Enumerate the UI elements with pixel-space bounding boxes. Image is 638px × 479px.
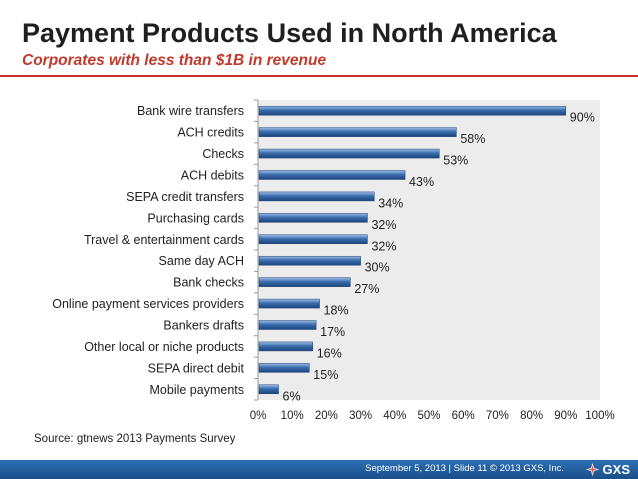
x-tick-label: 80% [520,410,543,422]
bar-chart: Bank wire transfers 90% ACH credits 58% Chec… [52,99,615,422]
logo-text: GXS [602,462,630,477]
category-label: Same day ACH [159,254,244,268]
bar [258,255,361,266]
value-label: 32% [371,239,396,253]
bar [258,298,320,309]
bar [258,127,457,137]
x-tick-label: 70% [486,410,509,422]
bar [258,191,375,202]
value-label: 58% [460,132,485,146]
category-label: SEPA direct debit [148,361,245,375]
bar [258,105,567,116]
gxs-logo: GXS [585,461,630,478]
value-label: 18% [324,304,349,318]
footer-text: September 5, 2013 | Slide 11 © 2013 GXS,… [365,463,564,474]
x-tick-label: 10% [281,410,304,422]
slide-title: Payment Products Used in North America [22,18,557,48]
category-label: SEPA credit transfers [126,190,244,204]
x-tick-label: 20% [315,410,338,422]
bar [258,363,310,373]
x-tick-label: 50% [417,410,440,422]
title-divider [0,75,638,77]
value-label: 32% [371,218,396,232]
bar [258,234,368,245]
category-label: ACH debits [181,169,244,183]
x-tick-label: 30% [349,410,372,422]
category-label: Bank wire transfers [137,104,244,118]
value-label: 6% [283,389,301,403]
source-note: Source: gtnews 2013 Payments Survey [34,433,236,445]
bar [258,213,368,223]
category-label: ACH credits [177,126,244,140]
value-label: 16% [317,346,342,360]
category-label: Travel & entertainment cards [84,233,244,247]
plot-area [258,100,600,400]
footer-bar: September 5, 2013 | Slide 11 © 2013 GXS,… [0,460,638,479]
x-tick-label: 90% [554,410,577,422]
bar [258,341,313,352]
category-label: Bankers drafts [163,319,244,333]
category-label: Checks [202,147,244,161]
bar [258,277,351,287]
category-label: Other local or niche products [84,340,244,354]
bar [258,384,279,395]
bar [258,170,406,180]
gxs-logo-icon [585,462,599,477]
slide-subtitle: Corporates with less than $1B in revenue [22,52,327,69]
category-label: Bank checks [173,276,244,290]
x-tick-label: 0% [250,410,267,422]
x-tick-label: 60% [452,410,475,422]
value-label: 17% [320,325,345,339]
value-label: 15% [313,368,338,382]
value-label: 43% [409,175,434,189]
bar [258,148,440,159]
bar [258,320,317,330]
value-label: 53% [443,154,468,168]
value-label: 27% [354,282,379,296]
value-label: 30% [365,261,390,275]
category-label: Mobile payments [150,383,245,397]
category-label: Online payment services providers [52,297,244,311]
x-tick-label: 100% [585,410,614,422]
category-label: Purchasing cards [147,211,244,225]
value-label: 90% [570,111,595,125]
value-label: 34% [378,196,403,210]
x-tick-label: 40% [383,410,406,422]
